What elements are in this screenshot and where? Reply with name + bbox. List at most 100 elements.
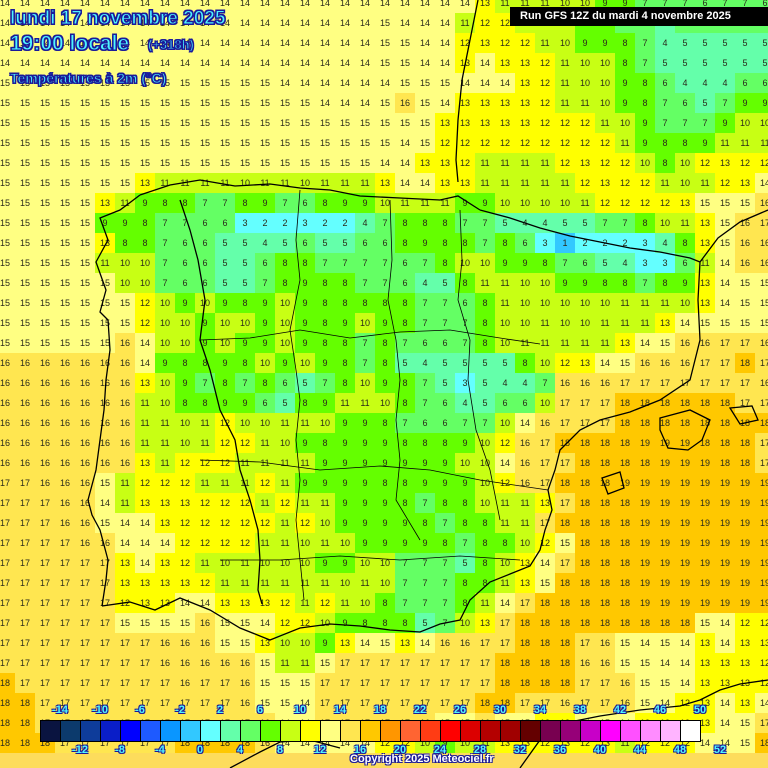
map-cell: [595, 73, 615, 93]
temperature-value: 16: [0, 398, 10, 408]
temperature-value: 10: [159, 398, 170, 408]
temperature-value: 11: [300, 498, 310, 508]
temperature-value: 17: [99, 678, 110, 688]
map-cell: [715, 133, 735, 153]
map-cell: [335, 73, 355, 93]
temperature-value: 15: [619, 658, 630, 668]
map-cell: [295, 53, 315, 73]
map-cell: [715, 93, 735, 113]
temperature-value: 18: [619, 498, 630, 508]
temperature-value: 4: [522, 218, 528, 228]
temperature-value: 10: [579, 78, 590, 88]
map-cell: [15, 93, 35, 113]
temperature-value: 18: [0, 738, 10, 748]
temperature-value: 16: [159, 638, 170, 648]
temperature-value: 13: [139, 578, 150, 588]
map-cell: [135, 0, 155, 13]
temperature-value: 11: [500, 178, 510, 188]
temperature-value: 11: [160, 418, 170, 428]
temperature-value: 12: [619, 158, 630, 168]
temperature-value: 15: [239, 638, 250, 648]
map-cell: [555, 33, 575, 53]
temperature-value: 11: [540, 318, 550, 328]
temperature-value: 11: [520, 518, 530, 528]
temperature-value: 17: [759, 458, 768, 468]
map-cell: [35, 173, 55, 193]
map-cell: [135, 153, 155, 173]
temperature-value: 15: [99, 298, 110, 308]
map-cell: [415, 153, 435, 173]
temperature-value: 8: [302, 398, 308, 408]
temperature-value: 18: [519, 678, 530, 688]
map-cell: [175, 73, 195, 93]
map-cell: [715, 173, 735, 193]
temperature-value: 18: [559, 478, 570, 488]
temperature-value: 5: [482, 398, 488, 408]
temperature-value: 19: [699, 478, 710, 488]
temperature-value: 7: [482, 418, 488, 428]
temperature-value: 10: [519, 278, 530, 288]
temperature-value: 13: [579, 358, 590, 368]
map-cell: [575, 33, 595, 53]
temperature-value: 14: [639, 338, 650, 348]
temperature-value: 12: [259, 478, 270, 488]
temperature-value: 17: [99, 558, 110, 568]
temperature-value: 12: [179, 478, 190, 488]
temperature-value: 4: [422, 358, 428, 368]
temperature-value: 4: [662, 238, 668, 248]
temperature-value: 18: [19, 738, 30, 748]
temperature-value: 6: [202, 238, 208, 248]
map-cell: [515, 53, 535, 73]
map-cell: [555, 173, 575, 193]
map-cell: [635, 53, 655, 73]
temperature-value: 17: [699, 378, 710, 388]
temperature-value: 11: [480, 598, 490, 608]
map-cell: [295, 73, 315, 93]
map-cell: [195, 13, 215, 33]
temperature-value: 11: [300, 578, 310, 588]
map-cell: [495, 33, 515, 53]
temperature-value: 7: [382, 278, 388, 288]
temperature-value: 15: [699, 318, 710, 328]
temperature-value: 16: [219, 658, 230, 668]
temperature-value: 14: [339, 78, 350, 88]
temperature-value: 15: [179, 78, 190, 88]
temperature-value: 15: [159, 138, 170, 148]
temperature-value: 19: [679, 458, 690, 468]
temperature-value: 11: [700, 178, 710, 188]
temperature-value: 11: [340, 178, 350, 188]
temperature-value: 17: [19, 618, 30, 628]
temperature-value: 7: [442, 618, 448, 628]
temperature-value: 7: [462, 318, 468, 328]
temperature-value: 5: [762, 38, 768, 48]
legend-swatch: [461, 721, 481, 741]
temperature-value: 8: [382, 598, 388, 608]
map-cell: [115, 93, 135, 113]
temperature-value: 8: [342, 378, 348, 388]
temperature-value: 11: [540, 158, 550, 168]
temperature-value: 12: [619, 178, 630, 188]
temperature-value: 18: [619, 558, 630, 568]
map-cell: [675, 53, 695, 73]
temperature-value: 19: [699, 458, 710, 468]
temperature-value: 9: [682, 278, 688, 288]
temperature-value: 18: [639, 618, 650, 628]
temperature-value: 8: [462, 498, 468, 508]
temperature-value: 15: [0, 318, 10, 328]
temperature-value: 14: [299, 0, 310, 8]
temperature-value: 6: [182, 258, 188, 268]
temperature-value: 16: [519, 458, 530, 468]
map-cell: [435, 53, 455, 73]
temperature-value: 18: [599, 558, 610, 568]
temperature-value: 14: [319, 98, 330, 108]
temperature-value: 15: [79, 178, 90, 188]
map-cell: [155, 153, 175, 173]
map-cell: [0, 153, 15, 173]
legend-swatch: [141, 721, 161, 741]
map-cell: [555, 53, 575, 73]
temperature-value: 19: [679, 578, 690, 588]
temperature-value: 15: [379, 98, 390, 108]
temperature-value: 18: [679, 418, 690, 428]
temperature-value: 9: [342, 518, 348, 528]
temperature-value: 6: [262, 258, 268, 268]
